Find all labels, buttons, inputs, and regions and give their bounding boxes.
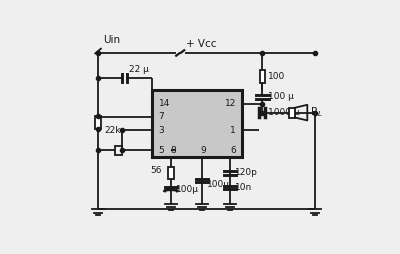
Text: 8: 8 xyxy=(170,146,176,155)
Text: 1000 µ: 1000 µ xyxy=(268,108,300,117)
Bar xyxy=(289,108,295,118)
Text: 1: 1 xyxy=(230,126,236,135)
Text: + Vcc: + Vcc xyxy=(186,39,217,50)
Text: 5: 5 xyxy=(158,146,164,155)
Text: 56: 56 xyxy=(150,166,162,176)
Text: 100µ: 100µ xyxy=(176,185,199,194)
Text: 120p: 120p xyxy=(235,168,258,177)
Text: 100µ: 100µ xyxy=(207,180,230,189)
Text: 6: 6 xyxy=(230,146,236,155)
Text: 22 µ: 22 µ xyxy=(129,65,149,74)
Text: 14: 14 xyxy=(158,99,170,108)
Bar xyxy=(115,146,122,155)
Bar xyxy=(152,90,242,157)
Text: 22k: 22k xyxy=(104,126,121,135)
Text: 3: 3 xyxy=(158,126,164,135)
Text: 9: 9 xyxy=(200,146,206,155)
Text: 12: 12 xyxy=(225,99,236,108)
Text: R$_L$: R$_L$ xyxy=(310,105,323,119)
Text: Uin: Uin xyxy=(103,35,120,45)
Text: 100 µ: 100 µ xyxy=(268,92,294,102)
Text: 7: 7 xyxy=(158,112,164,121)
Text: 100: 100 xyxy=(268,72,285,81)
Bar xyxy=(260,70,265,83)
Text: 10n: 10n xyxy=(235,183,252,192)
Bar xyxy=(95,116,101,129)
Bar xyxy=(168,167,174,179)
